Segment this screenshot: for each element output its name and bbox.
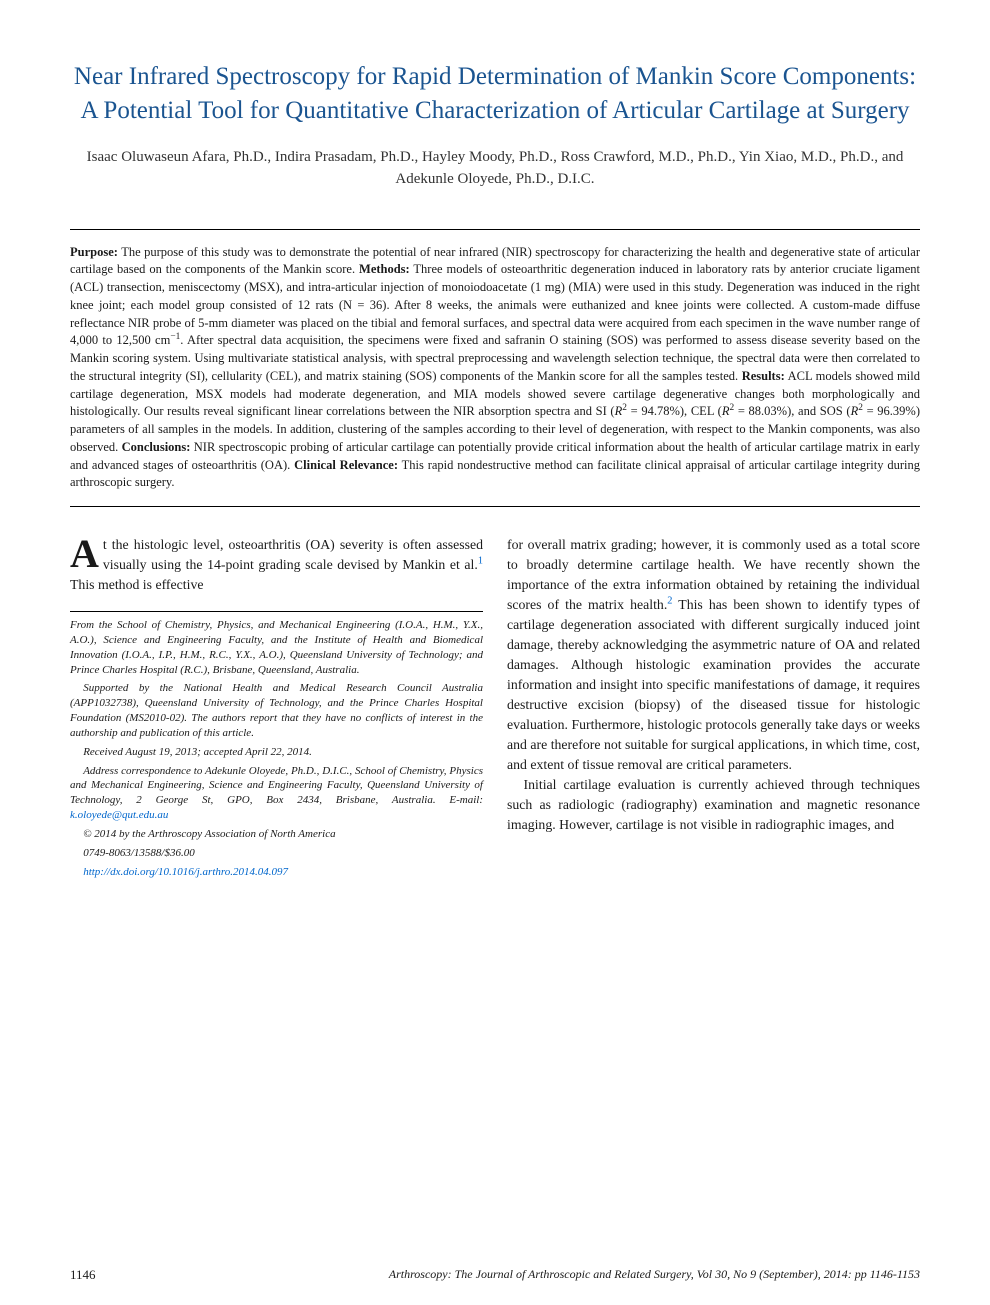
body-right-p1b: This has been shown to identify types of… (507, 597, 920, 772)
footnote-affiliation: From the School of Chemistry, Physics, a… (70, 618, 483, 677)
right-column: for overall matrix grading; however, it … (507, 535, 920, 884)
body-columns: At the histologic level, osteoarthritis … (70, 535, 920, 884)
abstract-relevance-label: Clinical Relevance: (294, 458, 398, 472)
footnote-address: Address correspondence to Adekunle Oloye… (70, 764, 483, 823)
abstract-results-cel: = 88.03%), and SOS ( (734, 404, 850, 418)
footnote-issn: 0749-8063/13588/$36.00 (70, 846, 483, 861)
abstract-methods-sup: −1 (170, 332, 180, 342)
abstract-results-si: = 94.78%), CEL ( (627, 404, 722, 418)
left-column: At the histologic level, osteoarthritis … (70, 535, 483, 884)
footnote-support: Supported by the National Health and Med… (70, 681, 483, 740)
footnotes-block: From the School of Chemistry, Physics, a… (70, 611, 483, 880)
article-title: Near Infrared Spectroscopy for Rapid Det… (70, 60, 920, 128)
author-list: Isaac Oluwaseun Afara, Ph.D., Indira Pra… (70, 146, 920, 191)
body-left-p1a: t the histologic level, osteoarthritis (… (103, 537, 483, 572)
footnote-copyright: © 2014 by the Arthroscopy Association of… (70, 827, 483, 842)
page-footer: 1146 Arthroscopy: The Journal of Arthros… (70, 1267, 920, 1283)
abstract-methods-label: Methods: (359, 262, 410, 276)
dropcap: A (70, 535, 103, 571)
footnote-received: Received August 19, 2013; accepted April… (70, 745, 483, 760)
body-left-p1: At the histologic level, osteoarthritis … (70, 535, 483, 595)
body-right-p1: for overall matrix grading; however, it … (507, 535, 920, 775)
footnote-address-text: Address correspondence to Adekunle Oloye… (70, 765, 483, 807)
body-right-p2: Initial cartilage evaluation is currentl… (507, 775, 920, 835)
abstract-purpose-label: Purpose: (70, 245, 118, 259)
body-left-p1b: This method is effective (70, 577, 203, 592)
abstract-results-label: Results: (742, 369, 785, 383)
journal-citation: Arthroscopy: The Journal of Arthroscopic… (389, 1267, 920, 1283)
divider-bottom (70, 506, 920, 507)
divider-top (70, 229, 920, 230)
correspondence-email[interactable]: k.oloyede@qut.edu.au (70, 809, 168, 821)
doi-link[interactable]: http://dx.doi.org/10.1016/j.arthro.2014.… (83, 866, 288, 878)
ref-1[interactable]: 1 (478, 555, 483, 566)
page-number: 1146 (70, 1267, 96, 1283)
abstract-conclusions-label: Conclusions: (122, 440, 191, 454)
abstract-block: Purpose: The purpose of this study was t… (70, 244, 920, 493)
